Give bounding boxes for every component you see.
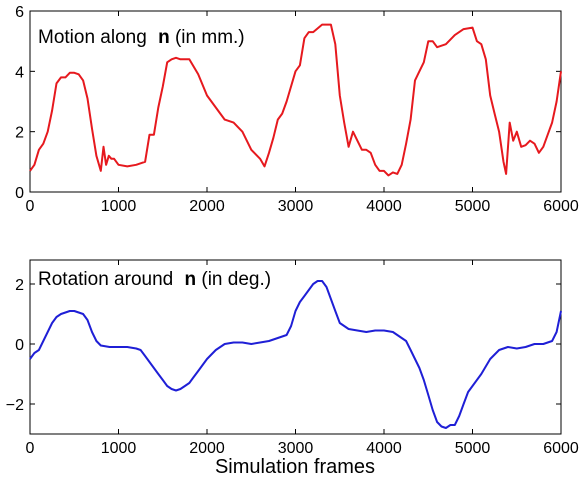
motion-series-line [29, 23, 562, 177]
motion-tick-marks [29, 10, 562, 193]
motion-x-tick-label: 3000 [278, 198, 314, 215]
motion-y-tick-label: 2 [15, 125, 24, 142]
rotation-x-tick-label: 2000 [189, 440, 225, 457]
rotation-tick-marks [29, 260, 562, 434]
rotation-y-tick-label: 2 [15, 277, 24, 294]
motion-x-tick-label: 1000 [101, 198, 137, 215]
rotation-chart-title: Rotation around n (in deg.) [38, 269, 271, 290]
motion-chart-title: Motion along n (in mm.) [38, 27, 245, 48]
motion-x-tick-label: 0 [26, 198, 35, 215]
motion-title-text: Motion along [38, 27, 152, 48]
rotation-title-symbol: n [185, 269, 197, 290]
motion-x-tick-label: 5000 [455, 198, 491, 215]
rotation-series-line [29, 280, 562, 429]
rotation-chart-panel: Rotation around n (in deg.) Simulation f… [6, 259, 579, 478]
motion-x-tick-label: 6000 [543, 198, 579, 215]
rotation-x-tick-label: 1000 [101, 440, 137, 457]
motion-title-suffix: (in mm.) [170, 27, 245, 48]
rotation-y-tick-label: −2 [6, 397, 24, 414]
rotation-x-axis-label: Simulation frames [215, 456, 375, 478]
motion-x-tick-label: 4000 [366, 198, 402, 215]
rotation-x-tick-label: 4000 [366, 440, 402, 457]
motion-plot-area [29, 10, 562, 193]
rotation-x-tick-label: 0 [26, 440, 35, 457]
motion-x-tick-label: 2000 [189, 198, 225, 215]
rotation-y-tick-label: 0 [15, 337, 24, 354]
motion-y-tick-label: 0 [15, 185, 24, 202]
motion-chart-panel: Motion along n (in mm.) 0 1000 2000 3000 400… [15, 4, 579, 215]
motion-y-tick-label: 4 [15, 64, 24, 81]
rotation-x-tick-label: 6000 [543, 440, 579, 457]
rotation-x-tick-label: 5000 [455, 440, 491, 457]
motion-y-tick-label: 6 [15, 4, 24, 21]
rotation-title-suffix: (in deg.) [196, 269, 271, 290]
motion-title-symbol: n [158, 27, 170, 48]
rotation-title-text: Rotation around [38, 269, 179, 290]
rotation-x-tick-label: 3000 [278, 440, 314, 457]
